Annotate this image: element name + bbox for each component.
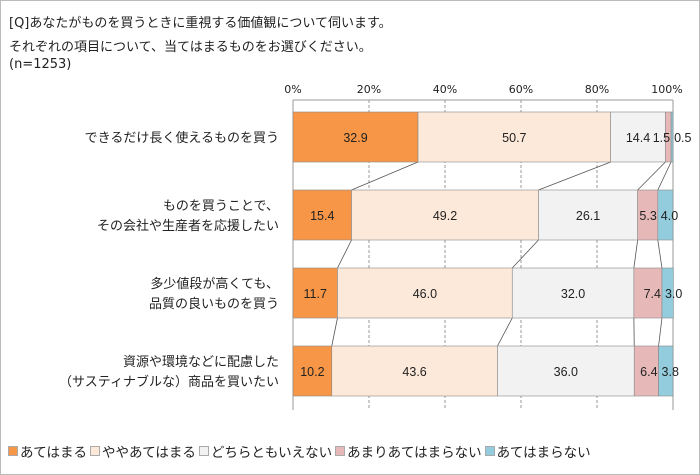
- data-label: 4.0: [661, 209, 678, 223]
- data-label: 3.0: [665, 287, 682, 301]
- bar-segment: [610, 111, 666, 163]
- bar-segment: [337, 267, 513, 319]
- legend-label: どちらともいえない: [210, 445, 333, 461]
- bar-segment: [351, 189, 539, 241]
- legend-item: あまりあてはまらない: [335, 441, 482, 461]
- data-label: 1.5: [653, 131, 670, 145]
- bar-segment: [292, 267, 338, 319]
- category-label: ものを買うことで、: [163, 199, 279, 214]
- series-connector-line: [637, 161, 666, 191]
- data-label: 5.3: [639, 209, 656, 223]
- legend-label: あてはまる: [20, 445, 87, 461]
- category-label: 資源や環境などに配慮した: [123, 355, 279, 370]
- legend-swatch: [484, 446, 495, 456]
- data-label: 15.4: [310, 209, 334, 223]
- series-connector-line: [511, 239, 539, 269]
- category-label: できるだけ長く使えるものを買う: [85, 130, 279, 146]
- series-connector-line: [497, 317, 513, 347]
- chart-title-line2: それぞれの項目について、当てはまるものをお選びください。: [9, 40, 372, 55]
- data-label: 14.4: [626, 131, 650, 145]
- chart-sample-size: (n=1253): [9, 57, 72, 72]
- x-tick-label: 60%: [509, 83, 533, 96]
- legend-item: ややあてはまる: [89, 441, 196, 461]
- legend-swatch: [8, 446, 18, 456]
- data-label: 36.0: [554, 365, 578, 379]
- data-label: 32.0: [561, 287, 585, 301]
- x-tick-label: 100%: [651, 83, 682, 96]
- legend-label: あまりあてはまらない: [347, 445, 482, 461]
- bar-segment: [292, 189, 352, 241]
- data-label: 46.0: [413, 287, 437, 301]
- data-label: 43.6: [402, 365, 426, 379]
- data-label: 10.2: [300, 365, 324, 379]
- data-label: 26.1: [576, 209, 600, 223]
- x-tick-label: 0%: [284, 83, 301, 96]
- legend-swatch: [198, 446, 209, 456]
- data-label: 11.7: [304, 287, 327, 301]
- series-connector-line: [633, 239, 639, 269]
- series-connector-line: [351, 161, 419, 191]
- bar-segment: [633, 345, 659, 397]
- legend-item: どちらともいえない: [198, 441, 333, 461]
- legend-swatch: [89, 446, 100, 456]
- x-tick-label: 80%: [585, 83, 609, 96]
- data-label: 6.4: [640, 365, 657, 379]
- category-label: 品質の良いものを買う: [149, 296, 279, 312]
- legend-item: あてはまる: [8, 441, 87, 461]
- chart-title-line1: [Q]あなたがものを買うときに重視する価値観について伺います。: [9, 16, 392, 31]
- x-tick-label: 40%: [433, 83, 457, 96]
- bar-segment: [658, 345, 674, 397]
- series-connector-line: [337, 239, 352, 269]
- data-label: 32.9: [343, 131, 367, 145]
- data-label: 50.7: [502, 131, 526, 145]
- bar-segment: [661, 267, 674, 319]
- legend-label: ややあてはまる: [101, 445, 196, 461]
- data-label: 3.8: [662, 365, 679, 379]
- series-connector-line: [538, 161, 611, 191]
- data-label: 49.2: [433, 209, 457, 223]
- series-connector-line: [658, 317, 663, 347]
- legend-item: あてはまらない: [484, 441, 591, 461]
- category-label: （サスティナブルな）商品を買いたい: [59, 374, 279, 390]
- bar-segment: [511, 267, 635, 319]
- category-label: その会社や生産者を応援したい: [97, 218, 279, 234]
- bar-segment: [331, 345, 498, 397]
- bar-segment: [417, 111, 611, 163]
- bar-segment: [670, 111, 674, 163]
- legend-label: あてはまらない: [496, 445, 591, 461]
- series-connector-line: [657, 239, 663, 269]
- bar-segment: [292, 111, 419, 163]
- x-tick-label: 20%: [357, 83, 381, 96]
- data-label: 0.5: [674, 131, 691, 145]
- legend-swatch: [335, 446, 346, 456]
- legend: あてはまる ややあてはまる どちらともいえない あまりあてはまらない あてはまらない: [8, 441, 591, 461]
- category-label: 多少値段が高くても、: [150, 276, 279, 292]
- series-connector-line: [657, 161, 672, 191]
- bar-segment: [633, 267, 663, 319]
- data-label: 7.4: [644, 287, 661, 301]
- series-connector-line: [331, 317, 338, 347]
- bar-segment: [657, 189, 674, 241]
